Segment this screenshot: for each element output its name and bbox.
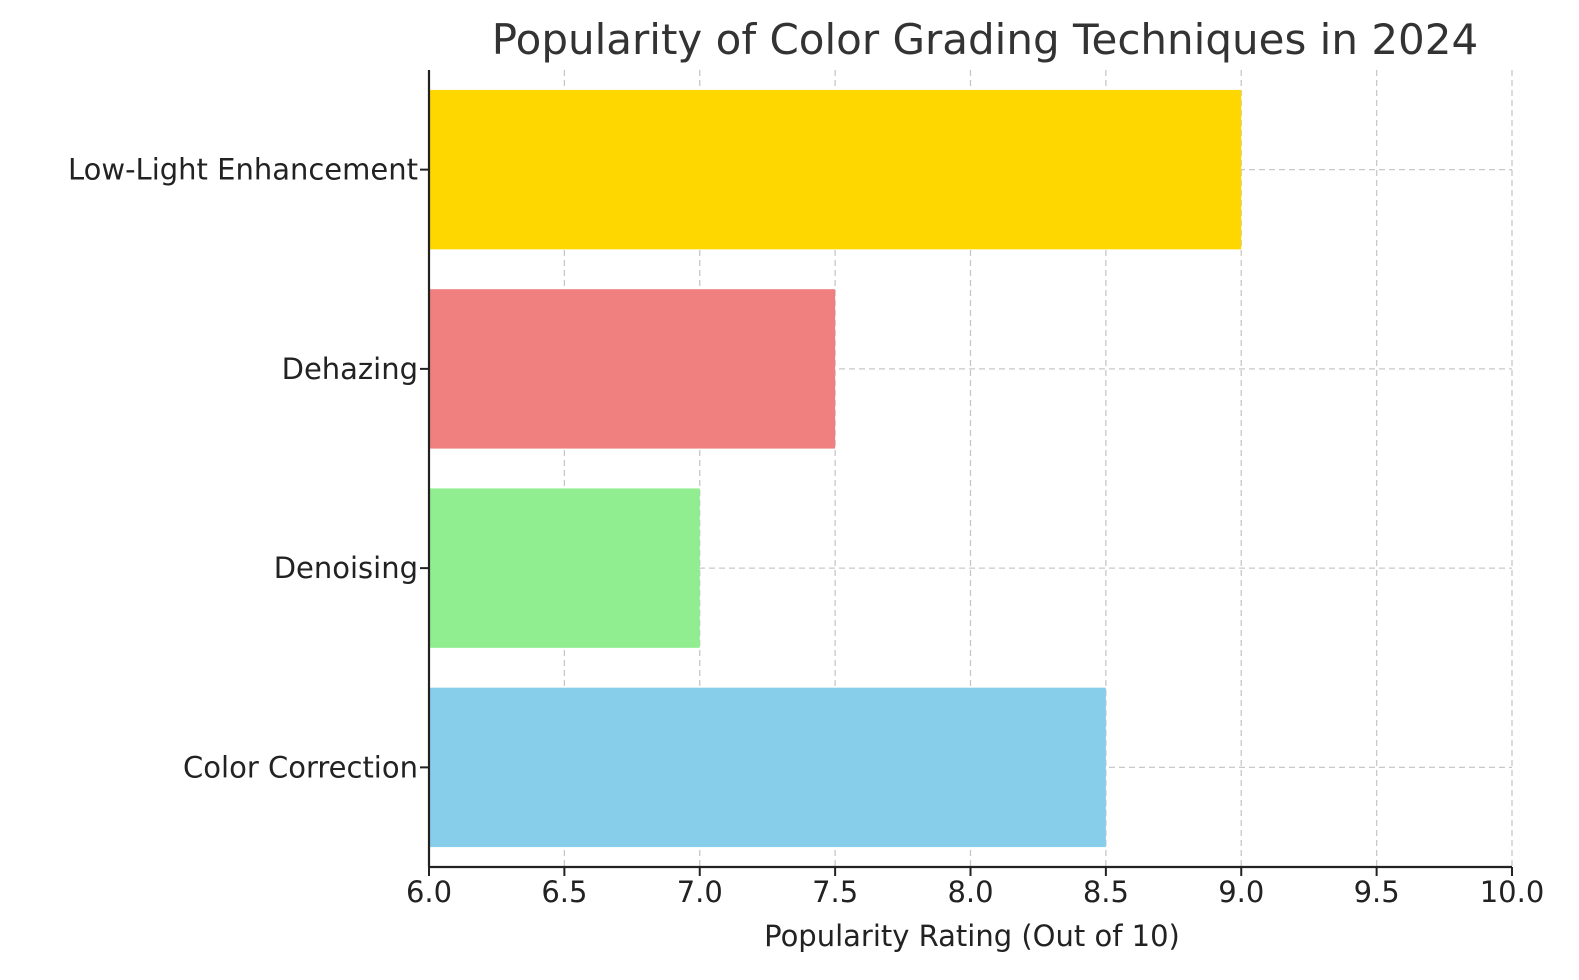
x-tick-label: 8.0: [947, 875, 993, 909]
bar-low-light-enhancement: [429, 89, 1242, 250]
x-tick-label: 6.0: [406, 875, 452, 909]
x-tick-label: 7.0: [677, 875, 723, 909]
y-tick-label: Color Correction: [183, 750, 418, 784]
x-tick-label: 9.0: [1218, 875, 1264, 909]
chart-title: Popularity of Color Grading Techniques i…: [492, 15, 1478, 64]
bars: [429, 89, 1242, 848]
bar-denoising: [429, 488, 700, 648]
bar-dehazing: [429, 289, 836, 449]
x-tick-label: 8.5: [1083, 875, 1129, 909]
x-tick-label: 10.0: [1480, 875, 1545, 909]
y-tick-labels: Color Correction Denoising Dehazing Low-Lig…: [68, 153, 418, 785]
x-tick-label: 7.5: [812, 875, 858, 909]
x-tick-labels: 6.0 6.5 7.0 7.5 8.0 8.5 9.0 9.5 10.0: [406, 875, 1544, 909]
axes: [420, 70, 1513, 876]
x-axis-label: Popularity Rating (Out of 10): [764, 919, 1180, 953]
x-tick-label: 6.5: [541, 875, 587, 909]
y-tick-label: Low-Light Enhancement: [68, 153, 418, 187]
y-tick-label: Dehazing: [282, 352, 418, 386]
bar-color-correction: [429, 687, 1106, 848]
y-tick-label: Denoising: [274, 551, 418, 585]
x-tick-label: 9.5: [1354, 875, 1400, 909]
